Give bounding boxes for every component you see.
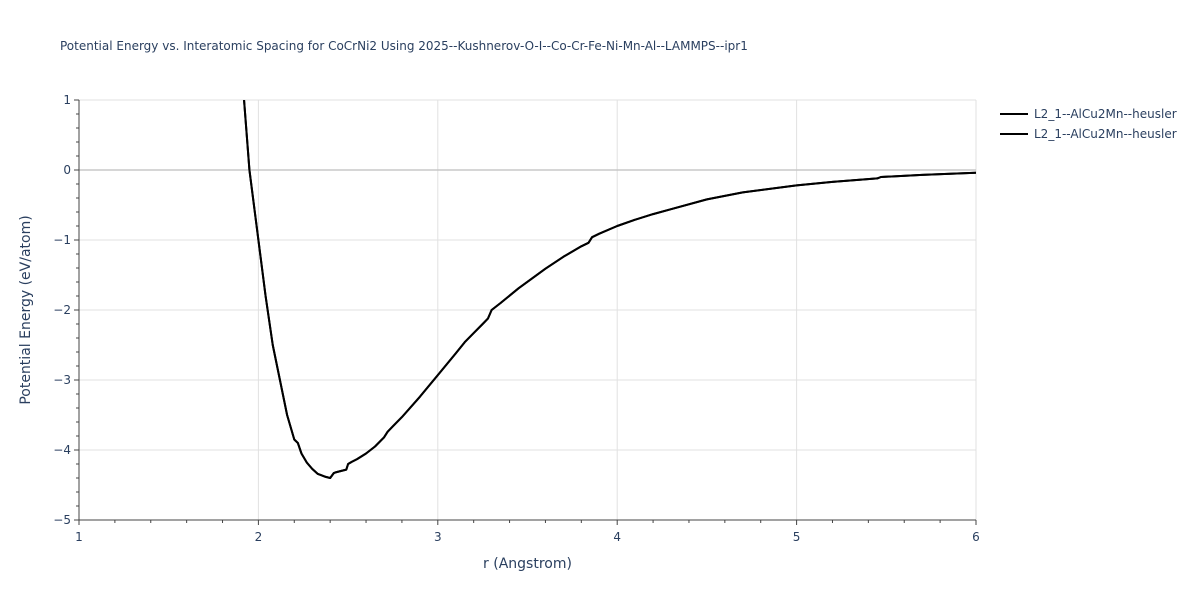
- legend-label[interactable]: L2_1--AlCu2Mn--heusler: [1034, 107, 1177, 121]
- x-tick-label: 2: [255, 530, 263, 544]
- axes: 1 2 3 4 5 6 1 0 −1 −2 −3 −4 −5: [53, 93, 980, 544]
- y-tick-label: −2: [53, 303, 71, 317]
- y-tick-label: 0: [63, 163, 71, 177]
- x-tick-label: 5: [793, 530, 801, 544]
- legend-label[interactable]: L2_1--AlCu2Mn--heusler: [1034, 127, 1177, 141]
- x-tick-label: 4: [613, 530, 621, 544]
- chart-title: Potential Energy vs. Interatomic Spacing…: [60, 39, 748, 53]
- series-lines: [243, 100, 976, 479]
- grid-lines: [79, 99, 977, 520]
- x-tick-label: 1: [75, 530, 83, 544]
- y-axis-title: Potential Energy (eV/atom): [18, 215, 34, 404]
- x-tick-label: 3: [434, 530, 442, 544]
- y-tick-label: −1: [53, 233, 71, 247]
- x-axis-title: r (Angstrom): [483, 556, 572, 572]
- series-line-2: [243, 100, 976, 479]
- x-tick-label: 6: [972, 530, 980, 544]
- y-tick-label: −3: [53, 373, 71, 387]
- y-tick-label: −4: [53, 443, 71, 457]
- y-tick-label: −5: [53, 513, 71, 527]
- y-tick-label: 1: [63, 93, 71, 107]
- series-line-1: [243, 100, 976, 479]
- legend: L2_1--AlCu2Mn--heusler L2_1--AlCu2Mn--heu…: [1000, 107, 1177, 141]
